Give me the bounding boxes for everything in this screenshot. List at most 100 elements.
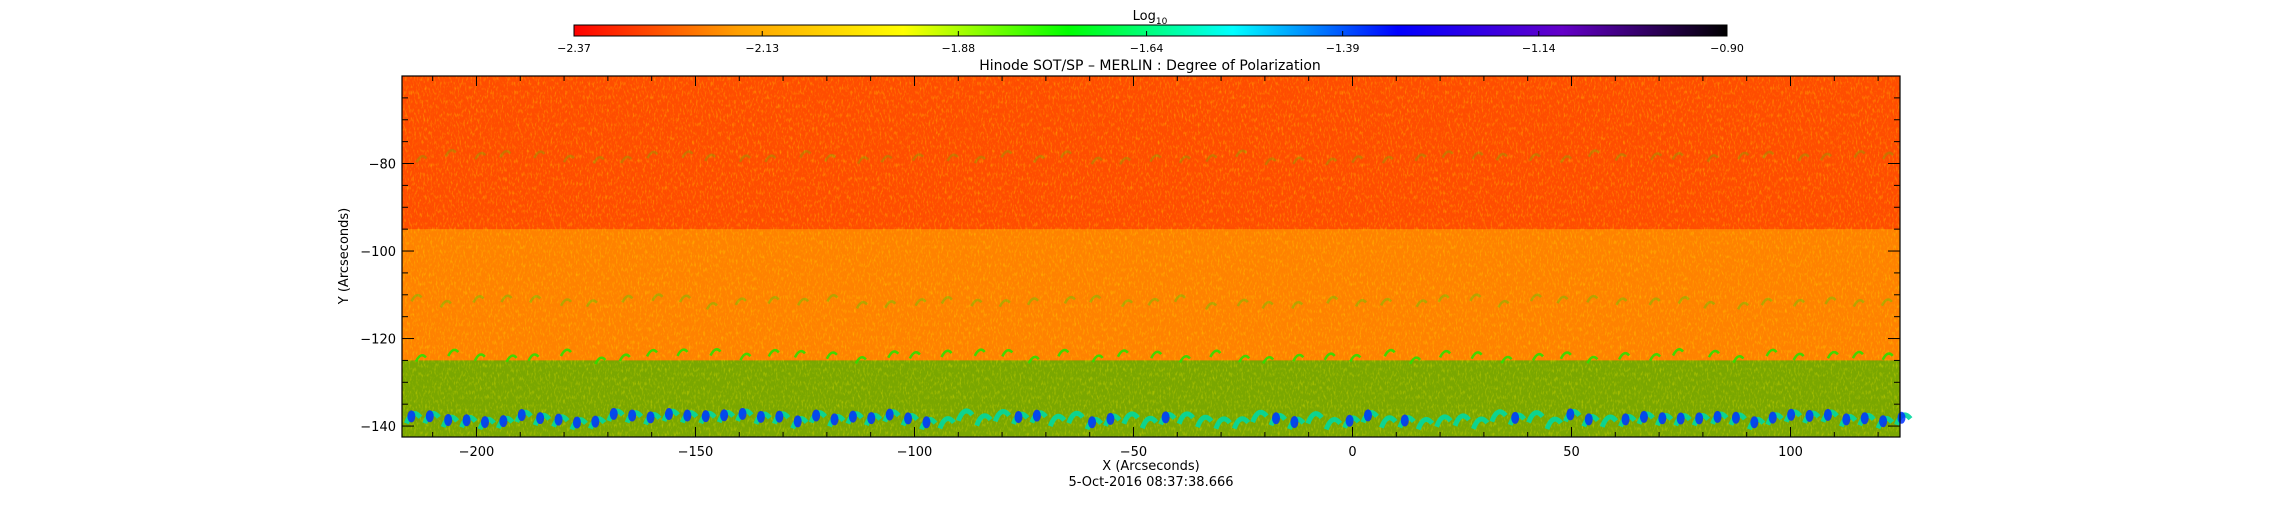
x-axis-tick-label: −200 (459, 445, 495, 460)
polarization-feature (1500, 355, 1513, 364)
polarization-feature (1706, 154, 1719, 163)
polarization-feature (407, 410, 416, 423)
polarization-feature (1531, 352, 1544, 361)
polarization-feature (1438, 349, 1452, 358)
polarization-feature (1325, 157, 1338, 166)
polarization-feature (681, 150, 694, 159)
polarization-feature (1409, 356, 1422, 365)
colorbar: Log10 −2.37 −2.13 −1.88 −1.64 −1.39 −1.14 −0.9… (557, 9, 1744, 55)
polarization-feature (415, 154, 428, 164)
polarization-feature (1823, 408, 1832, 421)
polarization-feature (1471, 151, 1484, 160)
polarization-feature (1089, 294, 1102, 303)
polarization-feature (1292, 156, 1305, 165)
polarization-feature (764, 154, 777, 163)
polarization-feature (1731, 411, 1740, 424)
polarization-feature (1400, 414, 1409, 427)
polarization-feature (904, 412, 913, 425)
polarization-feature (1797, 153, 1810, 162)
polarization-feature (572, 416, 581, 429)
colorbar-tick-label: −2.37 (557, 42, 591, 55)
polarization-feature (848, 410, 857, 423)
polarization-feature (1176, 411, 1195, 425)
polarization-feature (1323, 352, 1336, 361)
polarization-feature (1639, 410, 1648, 423)
polarization-feature (1586, 294, 1599, 303)
polarization-feature (646, 411, 655, 424)
polarization-feature (1879, 415, 1888, 428)
polarization-feature (704, 153, 717, 162)
polarization-feature (559, 348, 572, 357)
polarization-feature (1559, 351, 1572, 360)
polarization-feature (1414, 153, 1427, 162)
y-axis-tick-label: −100 (360, 245, 396, 260)
polarization-feature (812, 409, 821, 422)
polarization-feature (1768, 411, 1777, 424)
polarization-feature (1556, 295, 1569, 304)
polarization-feature (1852, 299, 1865, 308)
polarization-feature (554, 413, 563, 426)
polarization-feature (940, 349, 953, 358)
polarization-feature (1881, 352, 1894, 361)
polarization-feature (738, 154, 751, 163)
polarization-feature (1695, 412, 1704, 425)
polarization-feature (1354, 298, 1367, 308)
polarization-feature (857, 156, 870, 165)
polarization-feature (1511, 411, 1520, 424)
polarization-feature (1566, 408, 1575, 421)
polarization-feature (1264, 157, 1277, 166)
polarization-feature (620, 155, 633, 164)
polarization-feature (1323, 417, 1343, 431)
polarization-feature (1349, 353, 1362, 362)
x-axis-label: X (Arcseconds) (1102, 459, 1199, 474)
polarization-feature (1147, 297, 1160, 306)
polarization-feature (1526, 410, 1545, 424)
polarization-feature (1149, 154, 1162, 163)
colorbar-tick-label: −1.39 (1326, 42, 1360, 55)
polarization-feature (499, 149, 512, 158)
polarization-feature (1648, 297, 1661, 306)
polarization-feature (1658, 412, 1667, 425)
polarization-feature (410, 293, 423, 302)
polarization-feature (1703, 300, 1716, 309)
polarization-feature (533, 150, 546, 159)
polarization-feature (1380, 297, 1393, 307)
polarization-feature (1437, 294, 1450, 303)
y-axis-ticks: −80 −100 −120 −140 (360, 75, 1900, 435)
polarization-feature (793, 349, 806, 358)
x-axis-tick-label: −150 (678, 445, 714, 460)
polarization-feature (1787, 408, 1796, 421)
polarization-feature (1205, 301, 1218, 311)
heatmap-features (404, 148, 1913, 431)
polarization-feature (1088, 416, 1097, 429)
polarization-feature (1305, 411, 1324, 425)
polarization-feature (609, 407, 618, 420)
polarization-feature (1677, 296, 1690, 305)
plot-area: −200 −150 −100 −50 0 50 100 −80 −100 −120 −140 (360, 75, 1913, 460)
colorbar-tick-label: −0.90 (1710, 42, 1744, 55)
polarization-feature (1760, 297, 1773, 306)
polarization-feature (1489, 409, 1508, 423)
x-axis-tick-label: 100 (1778, 445, 1803, 460)
polarization-feature (1326, 295, 1339, 304)
polarization-feature (1059, 150, 1073, 159)
polarization-feature (1434, 414, 1453, 428)
polarization-feature (1792, 352, 1805, 361)
polarization-feature (444, 413, 453, 426)
polarization-feature (1106, 412, 1115, 425)
polarization-feature (1063, 295, 1076, 304)
polarization-feature (1452, 413, 1471, 427)
polarization-feature (767, 296, 780, 305)
polarization-feature (1528, 153, 1541, 162)
polarization-feature (1121, 411, 1140, 425)
polarization-feature (1707, 349, 1720, 358)
polarization-feature (1618, 351, 1631, 360)
polarization-feature (1671, 152, 1684, 161)
polarization-feature (517, 409, 526, 422)
polarization-feature (621, 294, 634, 303)
polarization-feature (970, 298, 983, 307)
polarization-feature (678, 294, 692, 303)
polarization-feature (1584, 413, 1593, 426)
polarization-feature (1291, 300, 1304, 310)
polarization-feature (591, 415, 600, 428)
